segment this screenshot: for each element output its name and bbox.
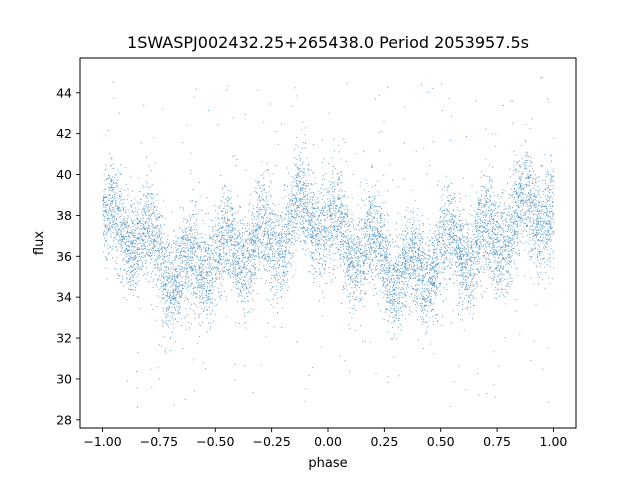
chart-title: 1SWASPJ002432.25+265438.0 Period 2053957… <box>127 33 529 52</box>
y-tick-label: 38 <box>56 208 72 223</box>
x-tick-label: −0.50 <box>196 434 234 449</box>
x-tick-label: 0.75 <box>483 434 511 449</box>
y-tick-label: 42 <box>56 126 72 141</box>
x-tick-label: 1.00 <box>540 434 568 449</box>
x-tick-label: 0.00 <box>314 434 342 449</box>
y-tick-label: 44 <box>56 85 72 100</box>
y-tick-label: 30 <box>56 371 72 386</box>
y-tick-label: 28 <box>56 412 72 427</box>
y-axis: 28 30 32 34 36 38 40 42 44 <box>56 85 80 427</box>
x-tick-label: −0.75 <box>140 434 178 449</box>
x-tick-label: 0.50 <box>427 434 455 449</box>
x-tick-label: 0.25 <box>370 434 398 449</box>
y-tick-label: 40 <box>56 167 72 182</box>
x-axis-label: phase <box>308 456 347 471</box>
x-axis: −1.00 −0.75 −0.50 −0.25 0.00 0.25 0.50 0.75 1.00 <box>83 428 567 449</box>
y-tick-label: 34 <box>56 290 72 305</box>
data-points <box>102 77 555 408</box>
scatter-points <box>102 77 555 408</box>
y-tick-label: 36 <box>56 249 72 264</box>
y-tick-label: 32 <box>56 331 72 346</box>
x-tick-label: −0.25 <box>252 434 290 449</box>
y-axis-label: flux <box>32 231 47 255</box>
x-tick-label: −1.00 <box>83 434 121 449</box>
